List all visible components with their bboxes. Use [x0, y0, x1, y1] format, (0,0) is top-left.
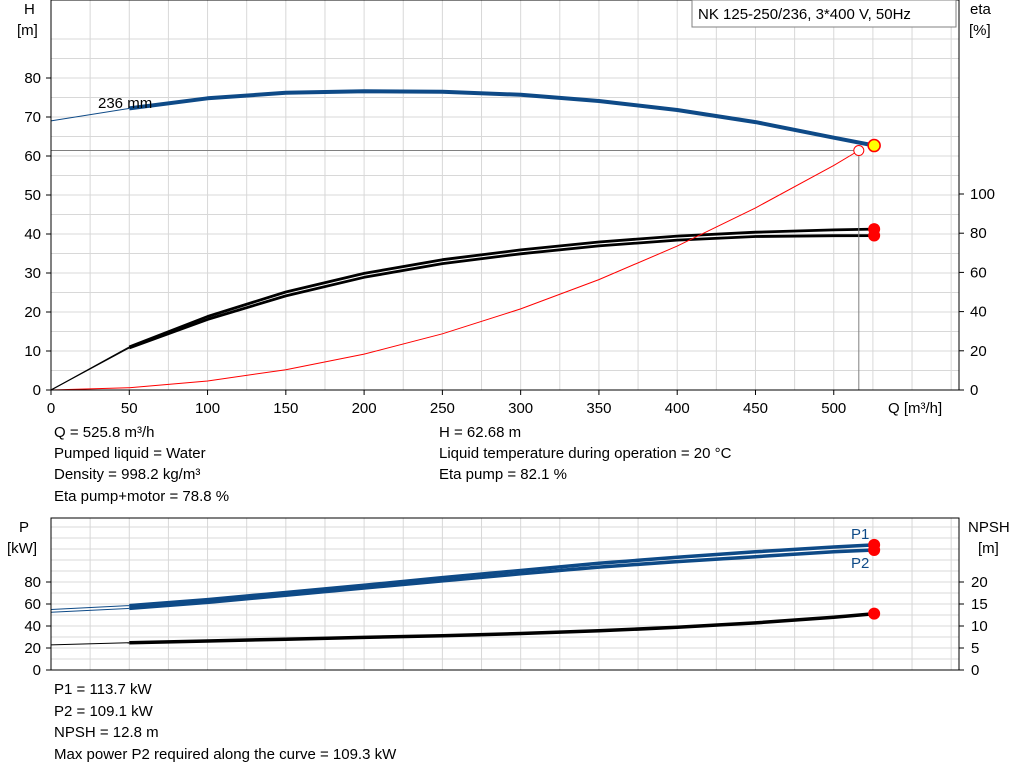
npsh-tick-label: 0 [971, 662, 979, 679]
eta-tick-label: 100 [970, 186, 995, 203]
flow-tick-label: 350 [586, 400, 611, 417]
p2-marker [868, 543, 881, 556]
flow-axis-label: Q [m³/h] [888, 400, 942, 417]
p1-curve [129, 543, 875, 608]
head-axis-label: H [24, 1, 35, 18]
npsh-tick-label: 10 [971, 618, 988, 635]
flow-tick-label: 250 [430, 400, 455, 417]
p1-curve-extension [50, 605, 130, 610]
head-tick-label: 50 [24, 187, 41, 204]
eta-tick-label: 0 [970, 382, 978, 399]
chart-title: NK 125-250/236, 3*400 V, 50Hz [698, 6, 911, 23]
flow-tick-label: 150 [273, 400, 298, 417]
npsh-axis-label: NPSH [968, 519, 1010, 536]
result-p2: P2 = 109.1 kW [54, 703, 153, 720]
head-curve-236mm-extension [50, 107, 130, 122]
system-curve [50, 150, 860, 391]
eta-tick-label: 60 [970, 264, 987, 281]
eta-pump-motor-curve [128, 234, 875, 350]
result-liquid-temperature: Liquid temperature during operation = 20… [439, 445, 732, 462]
axes-layer [46, 0, 964, 671]
eta-tick-label: 20 [970, 343, 987, 360]
power-tick-label: 80 [24, 574, 41, 591]
flow-tick-label: 200 [352, 400, 377, 417]
head-tick-label: 20 [24, 304, 41, 321]
eta-tick-label: 80 [970, 225, 987, 242]
eta-pump-motor-marker [868, 229, 881, 242]
system-curve-end-marker [853, 145, 865, 157]
result-max-power-p2: Max power P2 required along the curve = … [54, 746, 397, 763]
eta-tick-label: 40 [970, 304, 987, 321]
result-flow: Q = 525.8 m³/h [54, 424, 155, 441]
result-eta-pump: Eta pump = 82.1 % [439, 466, 567, 483]
head-plot-grid [51, 0, 959, 390]
npsh-marker [868, 607, 881, 620]
flow-tick-label: 450 [743, 400, 768, 417]
flow-tick-label: 100 [195, 400, 220, 417]
curve-label-236mm: 236 mm [98, 95, 152, 112]
result-npsh: NPSH = 12.8 m [54, 724, 159, 741]
flow-tick-label: 300 [508, 400, 533, 417]
power-tick-label: 60 [24, 596, 41, 613]
npsh-tick-label: 15 [971, 596, 988, 613]
series-layer [50, 89, 875, 646]
npsh-curve-extension [50, 642, 130, 646]
head-curve-236mm [129, 89, 875, 148]
npsh-axis-unit: [m] [978, 540, 999, 557]
power-tick-label: 40 [24, 618, 41, 635]
eta-axis-unit: [%] [969, 22, 991, 39]
duty-point-marker [867, 138, 881, 153]
result-eta-pump-motor: Eta pump+motor = 78.8 % [54, 488, 230, 505]
chart-title-box [691, 0, 957, 28]
npsh-curve [129, 611, 875, 645]
head-tick-label: 0 [33, 382, 41, 399]
npsh-tick-label: 20 [971, 574, 988, 591]
power-tick-label: 20 [24, 640, 41, 657]
power-tick-label: 0 [33, 662, 41, 679]
flow-tick-label: 400 [665, 400, 690, 417]
result-head: H = 62.68 m [439, 424, 522, 441]
power-axis-label: P [19, 519, 29, 536]
flow-tick-label: 50 [121, 400, 138, 417]
result-pumped-liquid: Pumped liquid = Water [54, 445, 206, 462]
power-axis-unit: [kW] [7, 540, 37, 557]
head-tick-label: 80 [24, 70, 41, 87]
flow-tick-label: 500 [821, 400, 846, 417]
eta-axis-label: eta [970, 1, 992, 18]
head-tick-label: 40 [24, 226, 41, 243]
p1-curve-label: P1 [851, 526, 869, 543]
power-plot-border [50, 517, 960, 671]
eta-pump-curve [128, 227, 875, 349]
p2-curve-extension [50, 607, 130, 613]
npsh-tick-label: 5 [971, 640, 979, 657]
p2-curve [129, 548, 875, 611]
power-plot-grid [51, 518, 959, 670]
result-p1: P1 = 113.7 kW [54, 681, 152, 698]
result-density: Density = 998.2 kg/m³ [54, 466, 201, 483]
head-tick-label: 10 [24, 343, 41, 360]
head-tick-label: 60 [24, 148, 41, 165]
p2-curve-label: P2 [851, 555, 869, 572]
eta-pump-motor-curve-extension [50, 347, 130, 391]
head-tick-label: 70 [24, 109, 41, 126]
marks-layer [853, 138, 881, 620]
flow-tick-label: 0 [47, 400, 55, 417]
head-tick-label: 30 [24, 265, 41, 282]
head-axis-unit: [m] [17, 22, 38, 39]
